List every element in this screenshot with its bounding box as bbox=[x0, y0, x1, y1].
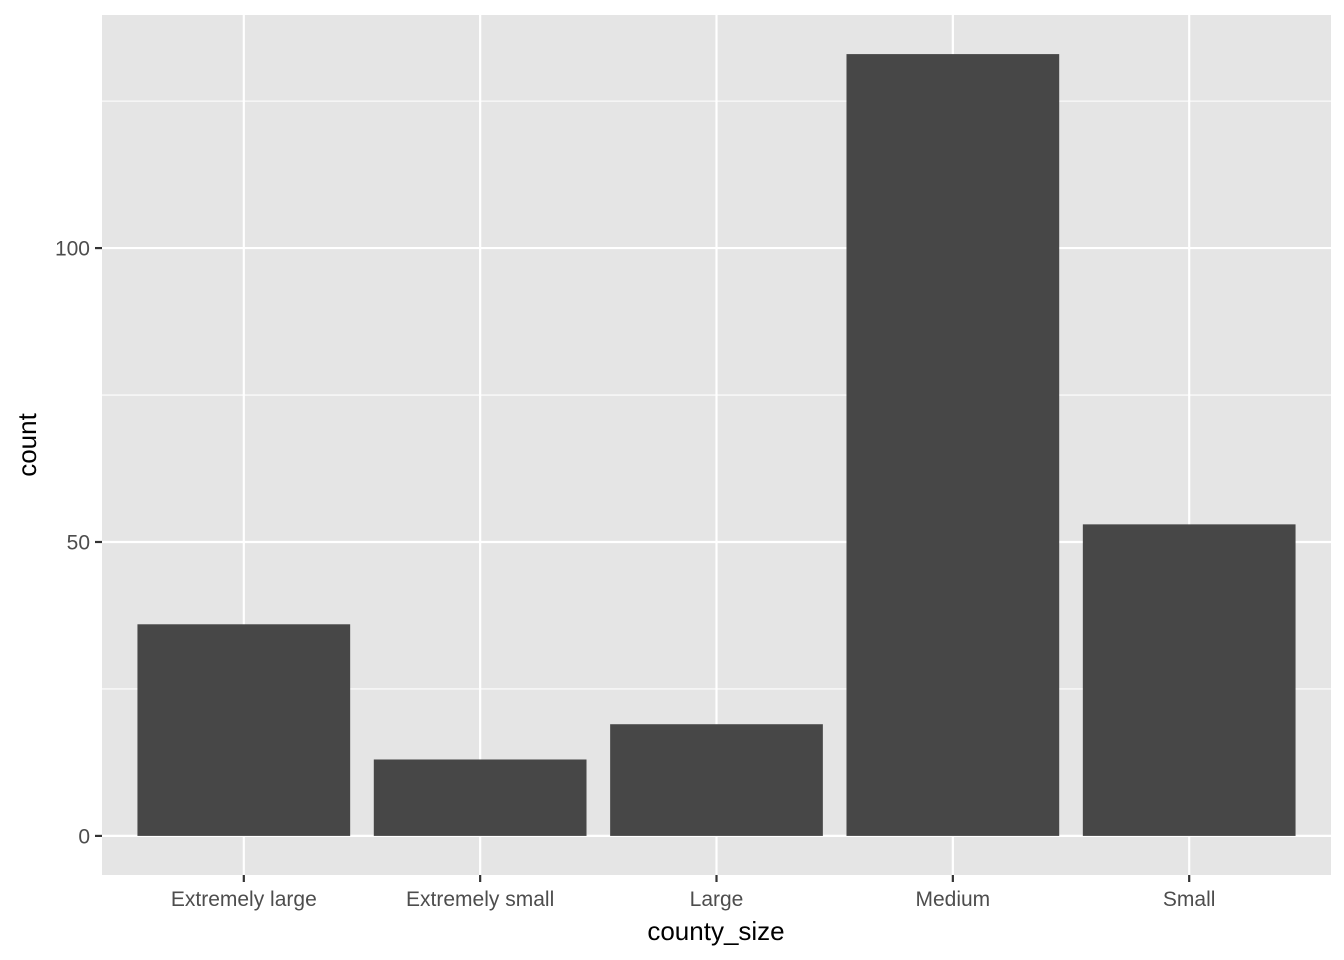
x-tick-label: Extremely small bbox=[406, 888, 554, 911]
y-tick-label: 100 bbox=[55, 238, 90, 261]
y-tick-label: 0 bbox=[78, 825, 90, 848]
x-tick-label: Small bbox=[1163, 888, 1216, 911]
y-axis: 0 50 100 bbox=[55, 238, 102, 848]
x-tick-label: Medium bbox=[915, 888, 990, 911]
x-tick-label: Large bbox=[690, 888, 744, 911]
y-tick-label: 50 bbox=[67, 531, 90, 554]
bars bbox=[137, 54, 1296, 836]
bar-extremely-large bbox=[137, 624, 351, 836]
bar-small bbox=[1082, 524, 1296, 836]
y-axis-title: count bbox=[12, 412, 42, 476]
bar-extremely-small bbox=[373, 759, 587, 836]
bar-large bbox=[610, 724, 823, 836]
x-axis-title: county_size bbox=[647, 916, 784, 946]
x-axis: Extremely large Extremely small Large Mediu… bbox=[171, 875, 1216, 911]
bar-medium bbox=[846, 54, 1060, 836]
x-tick-label: Extremely large bbox=[171, 888, 317, 911]
